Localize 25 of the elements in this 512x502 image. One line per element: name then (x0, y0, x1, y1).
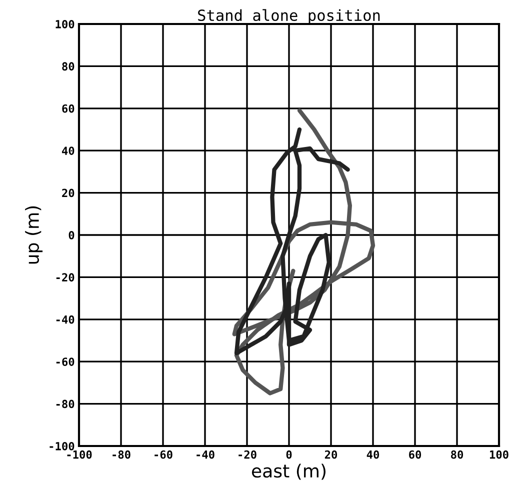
y-tick-label: -100 (50, 442, 74, 450)
x-tick-label: -20 (238, 450, 256, 459)
y-tick-label: -60 (56, 358, 74, 366)
y-tick-label: 100 (56, 20, 74, 28)
y-tick-label: 0 (68, 230, 74, 240)
line-series (234, 127, 350, 356)
x-tick-label: 100 (490, 450, 508, 459)
y-tick-label: 20 (62, 188, 74, 198)
y-tick-label: -80 (56, 400, 74, 408)
y-tick-label: 40 (62, 146, 74, 155)
y-tick-label: 80 (62, 62, 74, 71)
y-tick-label: -40 (56, 315, 74, 324)
x-tick-label: 40 (366, 450, 380, 459)
chart-title: Stand alone position (198, 9, 380, 24)
x-tick-label: 0 (286, 450, 292, 459)
y-axis-title: up (m) (25, 206, 43, 264)
x-tick-label: -40 (196, 450, 214, 459)
x-tick-label: 20 (324, 450, 338, 459)
y-tick-label: -20 (56, 273, 74, 282)
x-tick-label: 80 (451, 450, 464, 459)
x-tick-label: -80 (112, 450, 130, 459)
y-tick-label: 60 (62, 104, 74, 113)
x-tick-label: -60 (154, 450, 172, 459)
x-tick-label: 60 (409, 450, 422, 459)
x-axis-title: east (m) (252, 464, 326, 480)
